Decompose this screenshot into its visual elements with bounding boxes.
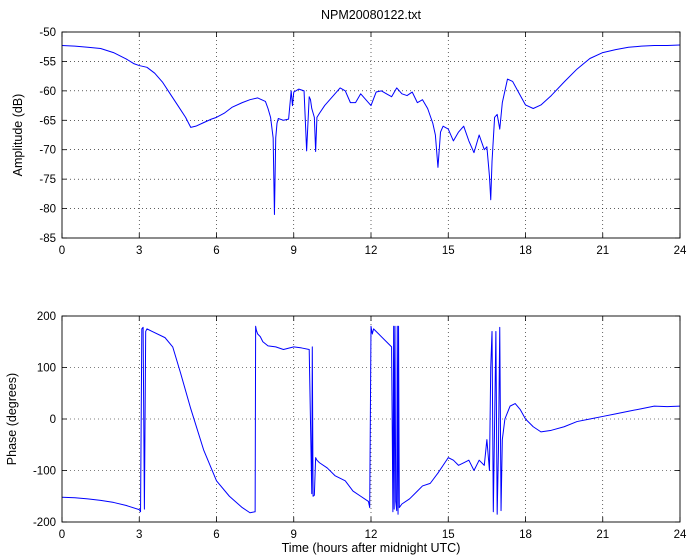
phase-x-tick-label: 15 xyxy=(442,529,455,541)
amplitude-x-tick-label: 18 xyxy=(519,245,532,257)
amplitude-panel: 0 3 6 9 12 15 18 21 24 -85 -80 -75 -70 -65 -60 -55 -50 A… xyxy=(11,27,687,257)
amplitude-x-tick-label: 6 xyxy=(213,245,219,257)
amplitude-y-tick-label: -60 xyxy=(39,86,56,98)
phase-x-tick-label: 0 xyxy=(59,529,65,541)
amplitude-y-tick-label: -50 xyxy=(39,27,56,39)
phase-y-tick-label: -200 xyxy=(33,517,56,529)
amplitude-y-tick-label: -80 xyxy=(39,204,56,216)
amplitude-grid xyxy=(62,32,680,238)
phase-x-tick-label: 21 xyxy=(596,529,609,541)
amplitude-x-tick-label: 15 xyxy=(442,245,455,257)
amplitude-series-line xyxy=(61,44,681,215)
phase-x-tick-label: 9 xyxy=(291,529,297,541)
phase-x-tick-label: 12 xyxy=(365,529,378,541)
amplitude-x-tick-label: 24 xyxy=(674,245,687,257)
phase-y-tick-label: -100 xyxy=(33,466,56,478)
phase-axes-frame xyxy=(61,315,681,523)
phase-ticks: 0 3 6 9 12 15 18 21 24 -200 -100 0 100 200 xyxy=(33,311,687,541)
phase-y-axis-label: Phase (degrees) xyxy=(5,373,19,465)
amplitude-x-tick-label: 12 xyxy=(365,245,378,257)
amplitude-x-tick-label: 3 xyxy=(136,245,142,257)
phase-x-tick-label: 6 xyxy=(213,529,219,541)
phase-series-line xyxy=(61,325,681,515)
amplitude-ticks: 0 3 6 9 12 15 18 21 24 -85 -80 -75 -70 -65 -60 -55 -50 xyxy=(39,27,687,257)
amplitude-axes-frame xyxy=(61,31,681,239)
amplitude-y-tick-label: -85 xyxy=(39,233,56,245)
phase-y-tick-label: 200 xyxy=(37,311,56,323)
amplitude-y-tick-label: -75 xyxy=(39,174,56,186)
phase-x-tick-label: 3 xyxy=(136,529,142,541)
amplitude-y-axis-label: Amplitude (dB) xyxy=(11,94,25,177)
phase-panel: 0 3 6 9 12 15 18 21 24 -200 -100 0 100 200 Phase (deg… xyxy=(5,311,687,555)
amplitude-x-tick-label: 0 xyxy=(59,245,65,257)
x-axis-label: Time (hours after midnight UTC) xyxy=(282,541,461,555)
amplitude-x-tick-label: 21 xyxy=(596,245,609,257)
phase-y-tick-label: 0 xyxy=(50,414,56,426)
amplitude-y-tick-label: -65 xyxy=(39,115,56,127)
phase-x-tick-label: 18 xyxy=(519,529,532,541)
amplitude-y-tick-label: -55 xyxy=(39,56,56,68)
amplitude-x-tick-label: 9 xyxy=(291,245,297,257)
figure-title: NPM20080122.txt xyxy=(321,8,422,22)
amplitude-y-tick-label: -70 xyxy=(39,145,56,157)
phase-y-tick-label: 100 xyxy=(37,363,56,375)
phase-x-tick-label: 24 xyxy=(674,529,687,541)
